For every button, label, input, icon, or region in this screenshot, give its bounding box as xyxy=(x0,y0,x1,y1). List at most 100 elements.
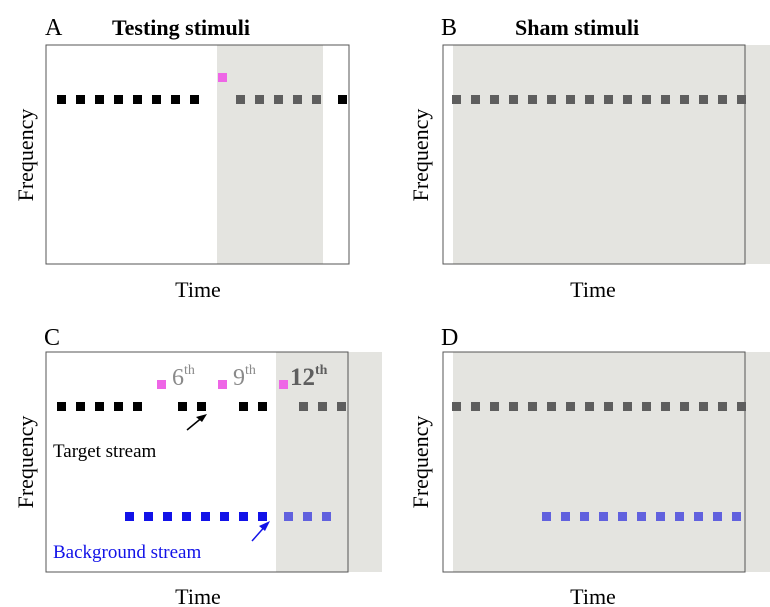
tone xyxy=(732,512,741,521)
background-stream-label: Background stream xyxy=(53,542,201,563)
tone xyxy=(171,95,180,104)
tone xyxy=(258,512,267,521)
tone xyxy=(178,402,187,411)
tone xyxy=(675,512,684,521)
tone xyxy=(528,402,537,411)
tone xyxy=(293,95,302,104)
tone xyxy=(114,95,123,104)
tone xyxy=(125,512,134,521)
panel-c-xlabel: Time xyxy=(175,584,221,607)
tone xyxy=(76,95,85,104)
tone xyxy=(561,512,570,521)
panel-b-title: Sham stimuli xyxy=(515,15,639,40)
panel-a-letter: A xyxy=(45,15,63,41)
tone xyxy=(661,402,670,411)
panel-d-letter: D xyxy=(441,325,458,351)
tone xyxy=(737,95,746,104)
ordinal-6th: 6th xyxy=(172,363,195,391)
tone xyxy=(547,402,556,411)
panel-d-shade xyxy=(453,352,770,572)
tone xyxy=(197,402,206,411)
panel-c-target-tones xyxy=(57,380,346,411)
tone xyxy=(656,512,665,521)
tone xyxy=(713,512,722,521)
tone xyxy=(599,512,608,521)
tone xyxy=(182,512,191,521)
tone xyxy=(76,402,85,411)
tone xyxy=(220,512,229,521)
ordinal-12th: 12th xyxy=(290,363,328,391)
panel-c: C 6th 9th 12th xyxy=(13,325,382,607)
tone xyxy=(566,95,575,104)
panel-d-xlabel: Time xyxy=(570,584,616,607)
panel-a-xlabel: Time xyxy=(175,277,221,302)
panel-a-ylabel: Frequency xyxy=(13,109,38,202)
tone xyxy=(490,95,499,104)
panel-a-target-tones xyxy=(57,73,347,104)
tone xyxy=(144,512,153,521)
tone xyxy=(699,402,708,411)
panel-d-target-tones xyxy=(452,402,746,411)
panel-a: A Testing stimuli Frequency Time xyxy=(13,15,350,302)
tone xyxy=(580,512,589,521)
tone xyxy=(718,95,727,104)
tone xyxy=(190,95,199,104)
deviant-tone xyxy=(279,380,288,389)
panel-a-title: Testing stimuli xyxy=(112,15,250,40)
panel-b: B Sham stimuli Frequency Time xyxy=(408,15,770,302)
tone xyxy=(239,402,248,411)
tone xyxy=(338,95,347,104)
tone xyxy=(661,95,670,104)
panel-b-ylabel: Frequency xyxy=(408,109,433,202)
tone xyxy=(255,95,264,104)
tone xyxy=(133,95,142,104)
tone xyxy=(114,402,123,411)
tone xyxy=(95,402,104,411)
tone xyxy=(542,512,551,521)
tone xyxy=(680,402,689,411)
tone xyxy=(322,512,331,521)
tone xyxy=(452,402,461,411)
tone xyxy=(299,402,308,411)
panel-d-background-tones xyxy=(542,512,741,521)
tone xyxy=(618,512,627,521)
target-arrowhead xyxy=(196,414,207,422)
tone xyxy=(509,95,518,104)
tone xyxy=(258,402,267,411)
tone xyxy=(337,402,346,411)
panel-b-letter: B xyxy=(441,15,457,41)
tone xyxy=(737,402,746,411)
tone xyxy=(642,402,651,411)
tone xyxy=(284,512,293,521)
tone xyxy=(490,402,499,411)
tone xyxy=(163,512,172,521)
tone xyxy=(236,95,245,104)
panel-c-letter: C xyxy=(44,325,60,351)
tone xyxy=(509,402,518,411)
tone xyxy=(133,402,142,411)
background-arrowhead xyxy=(259,521,270,531)
panel-c-shade xyxy=(276,352,382,572)
tone xyxy=(642,95,651,104)
tone xyxy=(57,402,66,411)
tone xyxy=(471,402,480,411)
tone xyxy=(585,95,594,104)
panel-d-ylabel: Frequency xyxy=(408,416,433,509)
ordinal-9th: 9th xyxy=(233,363,256,391)
panel-b-shade xyxy=(453,45,770,264)
tone xyxy=(152,95,161,104)
panel-b-target-tones xyxy=(452,95,746,104)
panel-d-frame xyxy=(442,351,746,573)
tone xyxy=(694,512,703,521)
tone xyxy=(239,512,248,521)
tone xyxy=(585,402,594,411)
tone xyxy=(623,402,632,411)
tone xyxy=(604,95,613,104)
panel-c-ylabel: Frequency xyxy=(13,416,38,509)
panel-c-frame xyxy=(45,351,349,573)
tone xyxy=(718,402,727,411)
tone xyxy=(312,95,321,104)
tone xyxy=(566,402,575,411)
tone xyxy=(528,95,537,104)
